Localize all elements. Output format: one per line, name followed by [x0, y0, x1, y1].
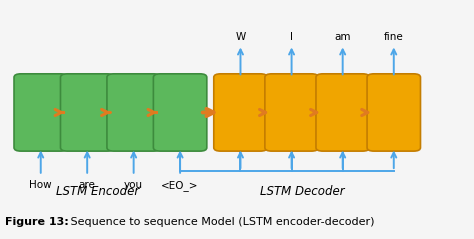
Text: are: are — [79, 180, 96, 190]
Text: you: you — [124, 180, 143, 190]
Text: Figure 13:: Figure 13: — [5, 217, 68, 227]
FancyBboxPatch shape — [316, 74, 369, 151]
FancyBboxPatch shape — [265, 74, 318, 151]
Text: W: W — [236, 32, 246, 42]
FancyBboxPatch shape — [14, 74, 67, 151]
Text: Sequence to sequence Model (LSTM encoder-decoder): Sequence to sequence Model (LSTM encoder… — [67, 217, 375, 227]
Text: am: am — [335, 32, 351, 42]
FancyBboxPatch shape — [154, 74, 207, 151]
Text: I: I — [290, 32, 293, 42]
Text: LSTM Decoder: LSTM Decoder — [260, 185, 344, 198]
FancyBboxPatch shape — [107, 74, 160, 151]
FancyBboxPatch shape — [214, 74, 267, 151]
Text: fine: fine — [384, 32, 404, 42]
Text: How: How — [29, 180, 52, 190]
Text: LSTM Encoder: LSTM Encoder — [56, 185, 139, 198]
FancyBboxPatch shape — [61, 74, 114, 151]
Text: <EO_>: <EO_> — [161, 180, 199, 191]
FancyBboxPatch shape — [367, 74, 420, 151]
